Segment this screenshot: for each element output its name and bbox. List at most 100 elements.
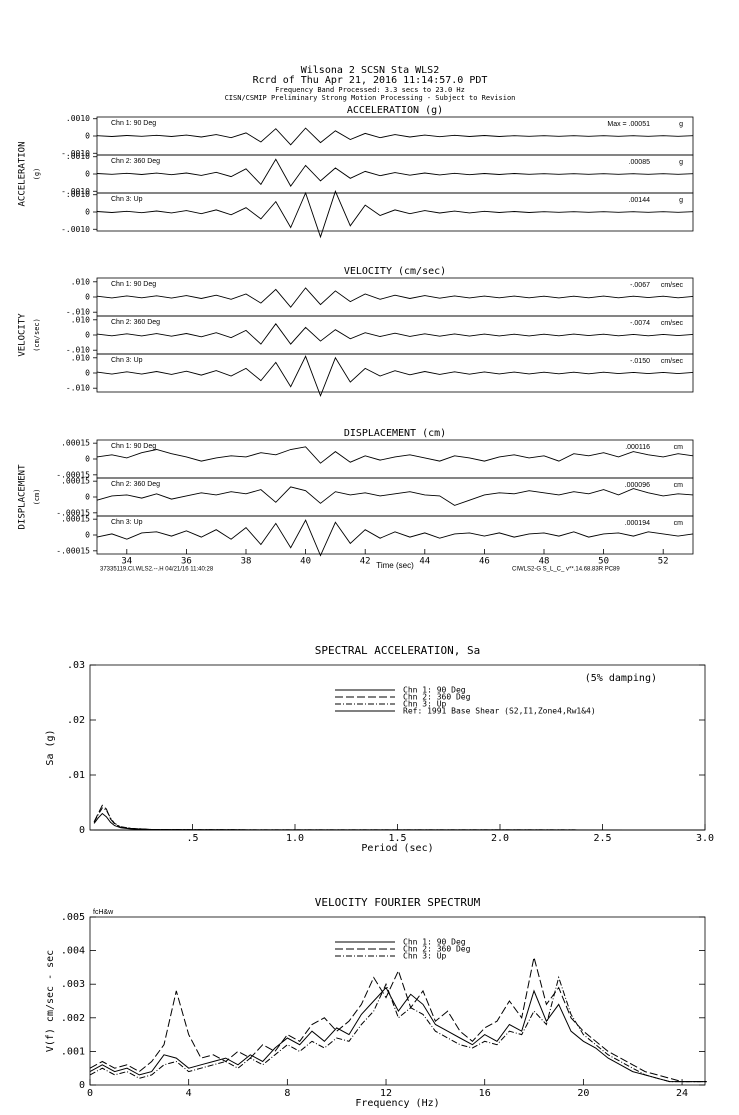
trace (96, 519, 694, 557)
channel-frame (96, 277, 694, 317)
channel-frame (96, 353, 694, 393)
y-tick-label: 0 (79, 1080, 85, 1091)
x-tick-label: 1.0 (286, 833, 304, 844)
x-tick-label: 38 (241, 557, 252, 567)
x-tick-label: 48 (539, 557, 550, 567)
y-tick-label: .02 (67, 715, 85, 726)
x-tick-label: 40 (300, 557, 311, 567)
x-tick-label: 12 (380, 1088, 392, 1099)
y-tick-label: -.00015 (56, 470, 90, 479)
y-tick-label: .03 (67, 660, 85, 671)
peak-unit: cm (674, 520, 684, 527)
x-tick-label: 2.5 (593, 833, 611, 844)
y-tick-label: 0 (85, 369, 90, 378)
y-axis-label: ACCELERATION (18, 141, 28, 206)
trace (96, 486, 694, 506)
peak-label: .000194 (625, 520, 650, 527)
y-tick-label: .010 (71, 353, 90, 362)
channel-label: Chn 1: 90 Deg (111, 443, 156, 450)
x-tick-label: 44 (419, 557, 430, 567)
y-tick-label: 0 (85, 531, 90, 540)
y-tick-label: 0 (85, 170, 90, 179)
series-line (93, 804, 706, 831)
peak-unit: g (679, 159, 683, 166)
legend-label: Chn 1: 90 Deg (403, 686, 466, 695)
peak-label: Max = .00051 (607, 121, 650, 128)
y-tick-label: 0 (85, 455, 90, 464)
y-tick-label: 0 (85, 493, 90, 502)
y-tick-label: .005 (61, 912, 85, 923)
peak-label: -.0067 (630, 282, 650, 289)
x-tick-label: 50 (598, 557, 609, 567)
y-axis-label: DISPLACEMENT (18, 464, 28, 530)
channel-label: Chn 2: 360 Deg (111, 481, 160, 488)
footer-right: CIWLS2-G S_L_C_ v**.14.68.83R PC89 (512, 567, 620, 573)
legend-label: Ref: 1991 Base Shear (S2,I1,Zone4,Rw1&4) (403, 707, 596, 716)
y-tick-label: 0 (85, 132, 90, 141)
y-tick-label: 0 (85, 208, 90, 217)
y-axis-unit: (cm) (33, 489, 41, 506)
panel-title: ACCELERATION (g) (347, 105, 443, 116)
peak-unit: cm/sec (661, 358, 684, 365)
panel-title: DISPLACEMENT (cm) (344, 428, 446, 439)
legend-label: Chn 2: 360 Deg (403, 693, 471, 702)
y-tick-label: 0 (85, 331, 90, 340)
x-tick-label: 1.5 (388, 833, 406, 844)
peak-label: .000116 (625, 444, 650, 451)
channel-frame (96, 477, 694, 517)
channel-label: Chn 3: Up (111, 196, 143, 203)
trace (96, 355, 694, 398)
y-tick-label: -.00015 (56, 546, 90, 555)
y-tick-label: .0010 (66, 190, 90, 199)
x-tick-label: 46 (479, 557, 490, 567)
peak-unit: cm (674, 444, 684, 451)
legend-label: Chn 3: Up (403, 700, 447, 709)
peak-unit: cm/sec (661, 282, 684, 289)
peak-label: .000096 (625, 482, 650, 489)
x-tick-label: 4 (186, 1088, 192, 1099)
y-tick-label: -.010 (66, 346, 90, 355)
x-axis-label: Period (sec) (361, 843, 433, 854)
peak-unit: cm/sec (661, 320, 684, 327)
record-title: Rcrd of Thu Apr 21, 2016 11:14:57.0 PDT (253, 75, 488, 86)
y-tick-label: .0010 (66, 114, 90, 123)
peak-label: -.0150 (630, 358, 650, 365)
x-tick-label: 34 (121, 557, 132, 567)
y-tick-label: .004 (61, 946, 85, 957)
channel-frame (96, 315, 694, 355)
legend-label: Chn 2: 360 Deg (403, 945, 471, 954)
legend-label: Chn 3: Up (403, 952, 447, 961)
x-tick-label: 20 (577, 1088, 589, 1099)
y-tick-label: .002 (61, 1013, 85, 1024)
x-tick-label: .5 (186, 833, 198, 844)
x-axis-label: Frequency (Hz) (355, 1098, 439, 1109)
series-line (89, 975, 707, 1083)
y-tick-label: .0010 (66, 152, 90, 161)
chart-title: VELOCITY FOURIER SPECTRUM (315, 896, 481, 909)
x-tick-label: 16 (479, 1088, 491, 1099)
footer-left: 37335119.CI.WLS2.--.H 04/21/16 11:40:28 (100, 567, 214, 573)
trace (96, 446, 694, 464)
trace (96, 158, 694, 187)
y-axis-label: V(f) cm/sec - sec (45, 950, 56, 1052)
channel-label: Chn 2: 360 Deg (111, 319, 160, 326)
channel-label: Chn 2: 360 Deg (111, 158, 160, 165)
chart-title: SPECTRAL ACCELERATION, Sa (315, 644, 481, 657)
panel-title: VELOCITY (cm/sec) (344, 266, 446, 277)
channel-label: Chn 3: Up (111, 519, 143, 526)
channel-frame (96, 515, 694, 555)
y-tick-label: .010 (71, 277, 90, 286)
x-axis-label: Time (sec) (376, 561, 414, 570)
series-line (93, 807, 706, 831)
y-tick-label: -.0010 (61, 149, 90, 158)
series-line (93, 812, 706, 831)
channel-label: Chn 1: 90 Deg (111, 120, 156, 127)
y-tick-label: -.00015 (56, 508, 90, 517)
peak-label: .00085 (629, 159, 651, 166)
x-tick-label: 8 (284, 1088, 290, 1099)
peak-unit: g (679, 121, 683, 128)
y-tick-label: .00015 (61, 477, 90, 486)
y-axis-unit: (cm/sec) (33, 318, 41, 352)
